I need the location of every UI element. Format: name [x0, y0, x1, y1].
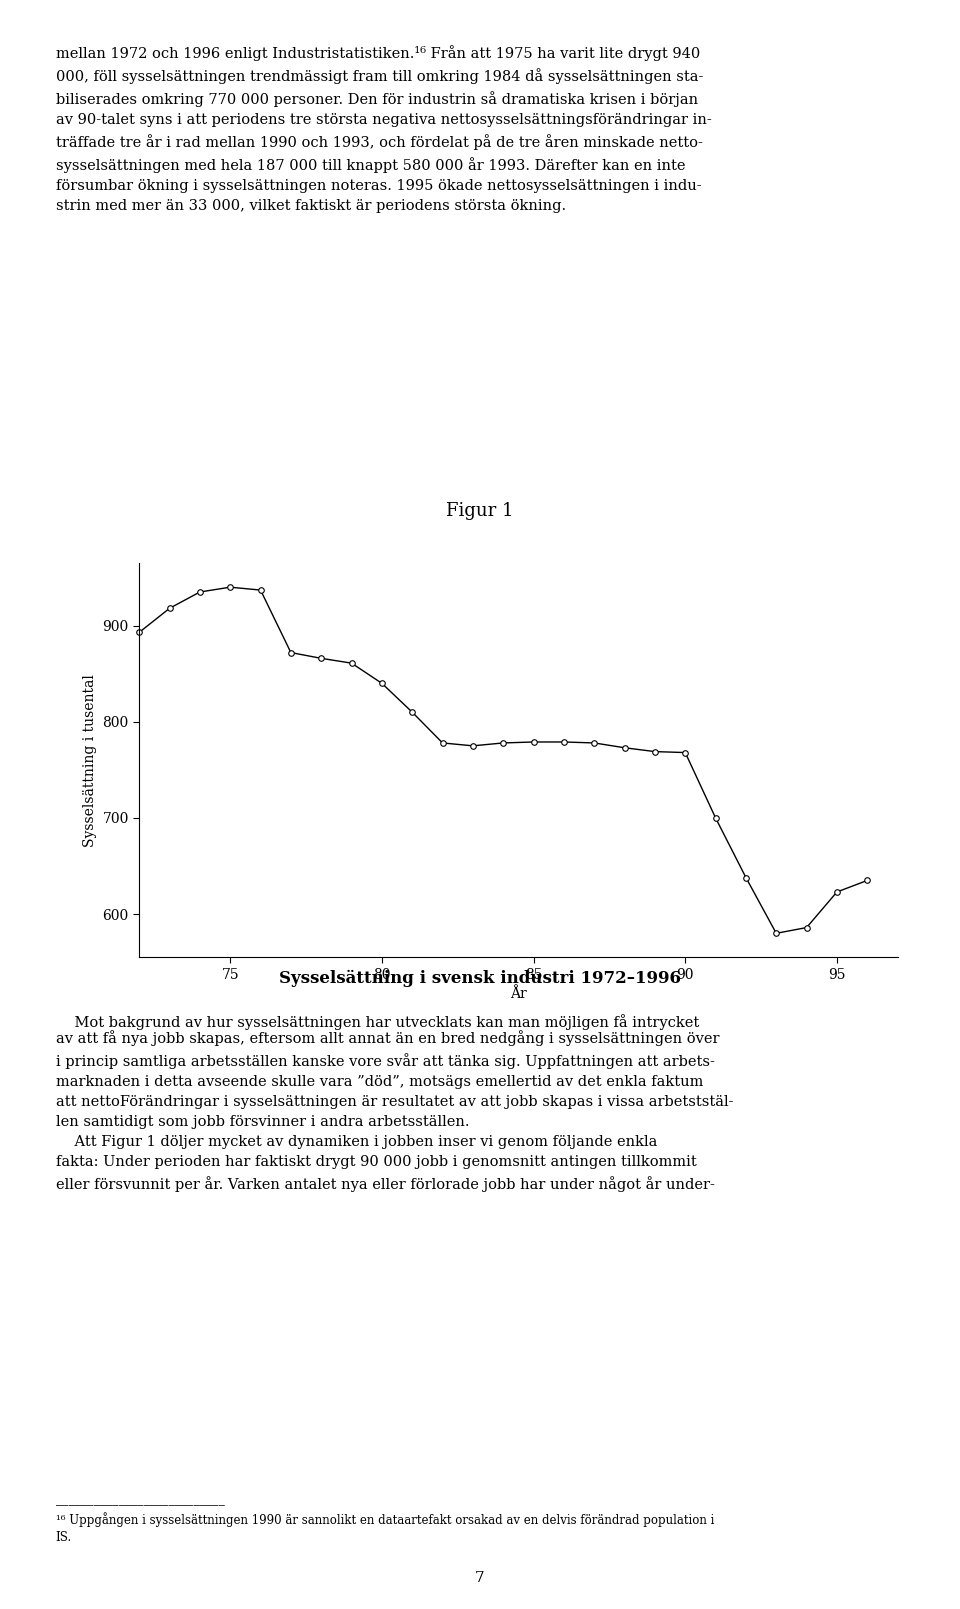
Text: av att få nya jobb skapas, eftersom allt annat än en bred nedgång i sysselsättni: av att få nya jobb skapas, eftersom allt… [56, 1030, 733, 1192]
Text: Sysselsättning i svensk industri 1972–1996: Sysselsättning i svensk industri 1972–19… [279, 970, 681, 988]
Text: Mot bakgrund av hur sysselsättningen har utvecklats kan man möjligen få intrycke: Mot bakgrund av hur sysselsättningen har… [56, 1014, 699, 1030]
Text: Figur 1: Figur 1 [446, 502, 514, 520]
Y-axis label: Sysselsättning i tusental: Sysselsättning i tusental [83, 674, 97, 846]
X-axis label: År: År [510, 988, 527, 1001]
Text: 7: 7 [475, 1570, 485, 1585]
Text: ___________________________: ___________________________ [56, 1493, 225, 1506]
Text: mellan 1972 och 1996 enligt Industristatistiken.¹⁶ Från att 1975 ha varit lite d: mellan 1972 och 1996 enligt Industristat… [56, 45, 711, 212]
Text: ¹⁶ Uppgången i sysselsättningen 1990 är sannolikt en dataartefakt orsakad av en : ¹⁶ Uppgången i sysselsättningen 1990 är … [56, 1512, 714, 1545]
